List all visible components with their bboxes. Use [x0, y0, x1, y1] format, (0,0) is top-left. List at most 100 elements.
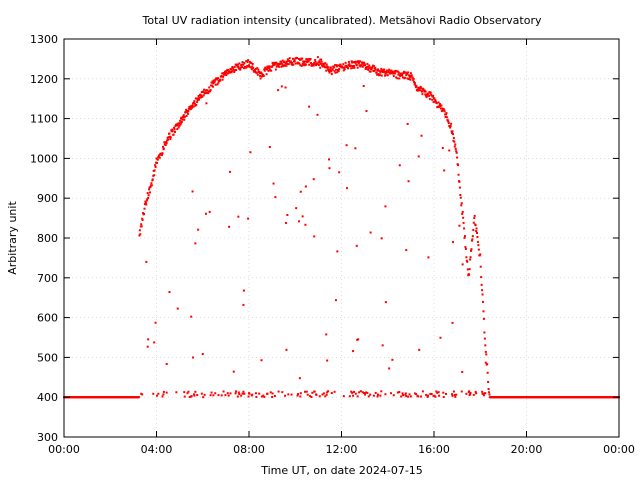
data-point: [451, 241, 454, 244]
data-point: [185, 108, 188, 111]
data-point: [328, 158, 331, 161]
data-point: [147, 194, 150, 197]
data-point: [355, 244, 358, 247]
data-point: [185, 114, 188, 117]
data-point: [479, 265, 482, 268]
data-point: [266, 392, 269, 395]
data-point: [345, 64, 348, 67]
data-point: [280, 62, 283, 65]
data-point: [368, 64, 371, 67]
data-point: [458, 180, 461, 183]
data-point: [408, 76, 411, 79]
data-point: [176, 128, 179, 131]
data-point: [174, 130, 176, 133]
data-point: [440, 104, 443, 107]
data-point: [219, 79, 222, 82]
data-point: [201, 353, 204, 356]
grid-lines: [64, 39, 619, 437]
data-point: [262, 394, 265, 397]
data-point: [374, 391, 377, 394]
data-point: [439, 107, 442, 110]
data-point: [457, 173, 460, 176]
data-point: [228, 225, 231, 228]
data-point: [210, 391, 213, 394]
data-point: [464, 246, 467, 249]
data-point: [470, 249, 472, 252]
data-point: [404, 392, 407, 395]
data-point: [310, 395, 313, 398]
data-point: [292, 63, 295, 66]
data-point: [274, 68, 277, 71]
data-point: [324, 62, 327, 65]
data-point: [358, 391, 361, 394]
data-point: [224, 72, 227, 75]
data-point: [334, 68, 337, 71]
data-point: [459, 193, 462, 196]
data-point: [442, 391, 445, 394]
data-point: [463, 236, 466, 239]
data-point: [406, 122, 409, 125]
data-point: [256, 73, 259, 76]
data-point: [344, 61, 347, 64]
data-point: [406, 73, 409, 76]
data-point: [407, 180, 410, 183]
data-point: [288, 57, 291, 60]
data-point: [278, 63, 281, 66]
data-point: [421, 93, 424, 96]
data-point: [209, 89, 212, 92]
data-point: [414, 392, 417, 395]
data-point: [469, 258, 472, 261]
data-point: [157, 155, 160, 158]
data-point: [417, 86, 420, 89]
data-point: [399, 72, 402, 75]
data-point: [186, 111, 189, 114]
data-point: [487, 380, 490, 383]
data-point: [277, 390, 280, 393]
data-point: [445, 113, 448, 116]
data-point: [287, 393, 290, 396]
data-point: [471, 238, 474, 241]
data-point: [356, 66, 359, 69]
data-point: [315, 393, 318, 396]
data-point: [350, 67, 353, 70]
data-point: [387, 69, 390, 72]
data-point: [486, 371, 489, 374]
data-point: [380, 237, 383, 240]
data-point: [480, 276, 483, 279]
data-point: [303, 60, 306, 63]
data-point: [363, 63, 366, 66]
data-point: [268, 65, 271, 68]
data-point: [352, 66, 355, 69]
data-point: [254, 392, 257, 395]
data-point: [404, 393, 407, 396]
data-point: [330, 392, 333, 395]
data-point: [253, 70, 256, 73]
data-point: [453, 145, 456, 148]
data-point: [211, 84, 213, 87]
data-point: [389, 392, 392, 395]
y-tick-label: 400: [37, 391, 58, 404]
data-point: [476, 236, 479, 239]
y-axis-label: Arbitrary unit: [6, 201, 19, 275]
data-point: [139, 233, 142, 236]
data-point: [322, 392, 325, 395]
data-point: [396, 391, 399, 394]
data-point: [267, 69, 270, 72]
data-point: [277, 64, 280, 67]
data-point: [211, 80, 214, 83]
data-point: [235, 390, 238, 393]
data-point: [268, 146, 271, 149]
data-point: [455, 393, 458, 396]
data-point: [486, 363, 489, 366]
data-point: [275, 65, 278, 68]
data-point: [361, 65, 364, 68]
data-point: [271, 392, 274, 395]
data-point: [364, 64, 367, 67]
data-point: [404, 76, 407, 79]
data-point: [175, 123, 178, 126]
data-point: [443, 110, 446, 113]
data-point: [193, 394, 196, 397]
data-point: [359, 60, 361, 63]
data-point: [213, 80, 216, 83]
data-point: [313, 235, 316, 238]
